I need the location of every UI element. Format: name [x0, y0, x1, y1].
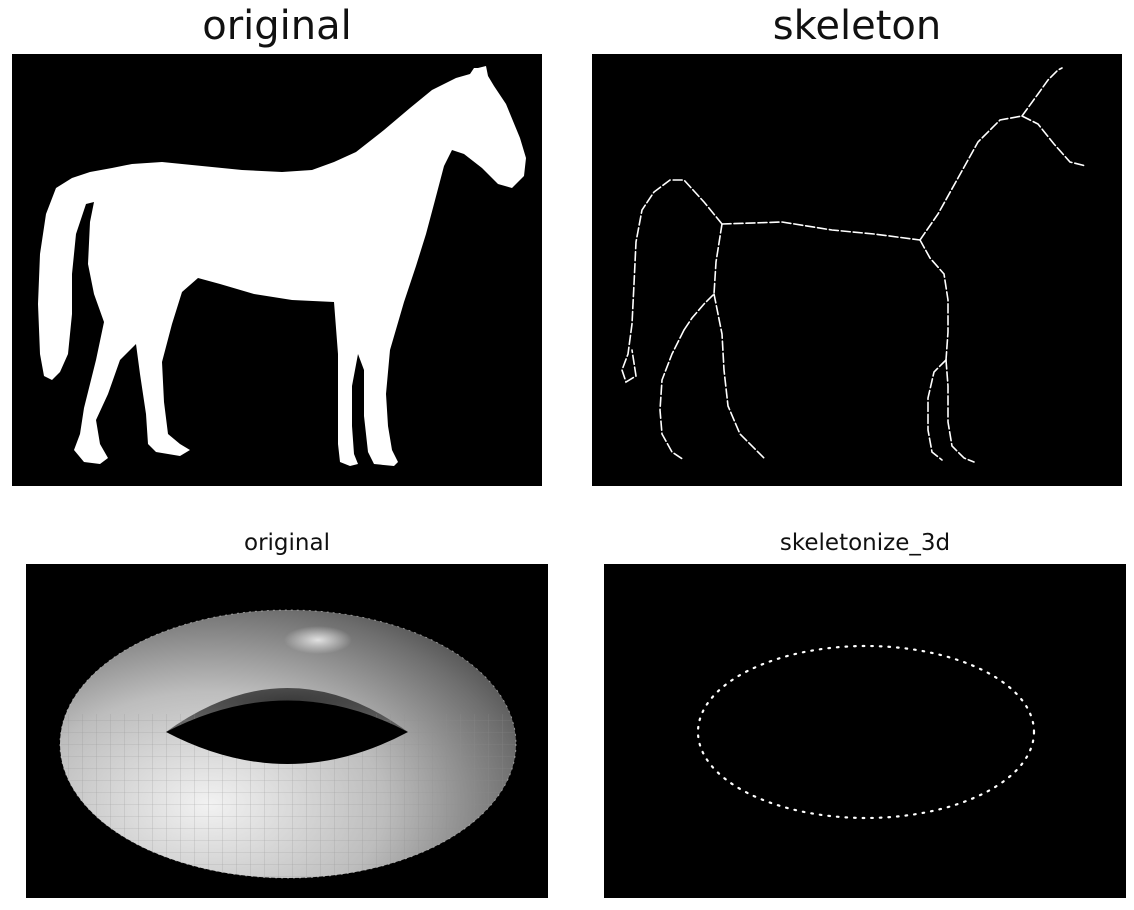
skeleton-front-leg-2 [945, 359, 975, 463]
panel-title-skeletonize-3d: skeletonize_3d [779, 530, 951, 556]
skeleton-rear-leg-2 [713, 293, 765, 459]
panel-title-original-torus: original [244, 530, 330, 556]
torus-original-image [26, 564, 548, 898]
skeleton-rear-leg-1 [659, 329, 685, 461]
skeleton-ears [1021, 67, 1063, 117]
panel-title-original-horse: original [202, 3, 352, 49]
skeleton-hip [683, 223, 723, 331]
skeleton-tail [621, 179, 723, 384]
panel-title-skeleton: skeleton [772, 3, 942, 49]
skeleton-spine [721, 221, 921, 241]
horse-silhouette [38, 66, 526, 466]
torus-skeleton-image [604, 564, 1126, 898]
skeleton-front-leg-1 [927, 359, 947, 461]
horse-original-image [12, 54, 542, 486]
skeleton-chest [919, 239, 949, 361]
horse-skeleton-image [592, 54, 1122, 486]
skeleton-neck [919, 115, 1087, 241]
torus-skeleton-ring [696, 644, 1036, 820]
